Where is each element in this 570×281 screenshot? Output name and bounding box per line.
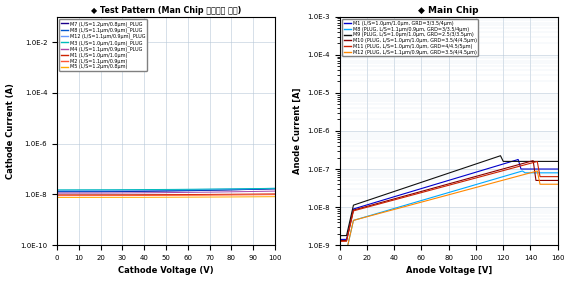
X-axis label: Anode Voltage [V]: Anode Voltage [V] [406, 266, 492, 275]
Title: ◆ Test Pattern (Man Chip 면적으로 환산): ◆ Test Pattern (Man Chip 면적으로 환산) [91, 6, 241, 15]
Y-axis label: Anode Current [A]: Anode Current [A] [293, 88, 302, 174]
X-axis label: Cathode Voltage (V): Cathode Voltage (V) [118, 266, 214, 275]
Y-axis label: Cathode Current (A): Cathode Current (A) [6, 83, 15, 179]
Title: ◆ Main Chip: ◆ Main Chip [418, 6, 479, 15]
Legend: M1 (L/S=1.0μm/1.0μm, GRD=3/3.5/4μm), M8 (PLUG, L/S=1.1μm/0.9μm, GRD=3/3.5/4μm), : M1 (L/S=1.0μm/1.0μm, GRD=3/3.5/4μm), M8 … [342, 19, 478, 56]
Legend: M7 (L/S=1.2μm/0.8μm)_PLUG, M8 (L/S=1.1μm/0.9μm)_PLUG, M12 (L/S=1.1μm/0.9μm)_PLUG: M7 (L/S=1.2μm/0.8μm)_PLUG, M8 (L/S=1.1μm… [59, 19, 147, 71]
